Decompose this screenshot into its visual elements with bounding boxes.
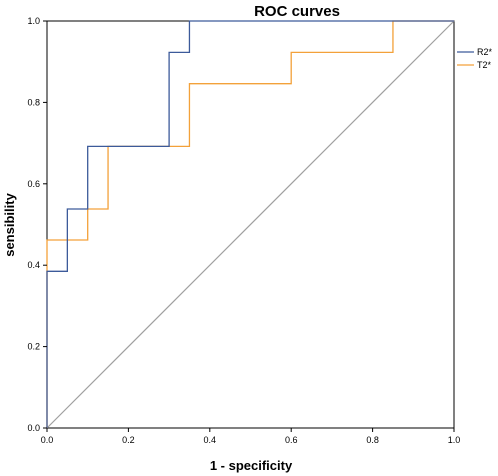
y-axis-ticks: 0.0 0.2 0.4 0.6 0.8 1.0 [27,16,47,433]
legend-label: T2* [477,60,492,70]
legend: R2*T2* [457,47,493,70]
y-tick-label: 0.2 [27,342,40,352]
y-tick-label: 1.0 [27,16,40,26]
x-tick-label: 1.0 [448,435,461,445]
y-tick-label: 0.0 [27,423,40,433]
x-tick-label: 0.2 [122,435,135,445]
chart-title: ROC curves [254,3,340,20]
x-axis-label: 1 - specificity [210,458,293,473]
y-tick-label: 0.8 [27,97,40,107]
y-tick-label: 0.4 [27,260,40,270]
series-layer [46,20,454,428]
x-tick-label: 0.0 [41,435,54,445]
x-axis-ticks: 0.0 0.2 0.4 0.6 0.8 1.0 [41,428,461,445]
series-line-t2 [46,20,454,428]
y-axis-label: sensibility [2,192,17,256]
y-tick-label: 0.6 [27,179,40,189]
series-line-r2 [46,20,454,428]
x-tick-label: 0.8 [366,435,379,445]
x-tick-label: 0.6 [285,435,298,445]
reference-diagonal-layer [46,20,455,429]
x-tick-label: 0.4 [204,435,217,445]
legend-label: R2* [477,47,493,57]
reference-diagonal-line [46,20,455,429]
